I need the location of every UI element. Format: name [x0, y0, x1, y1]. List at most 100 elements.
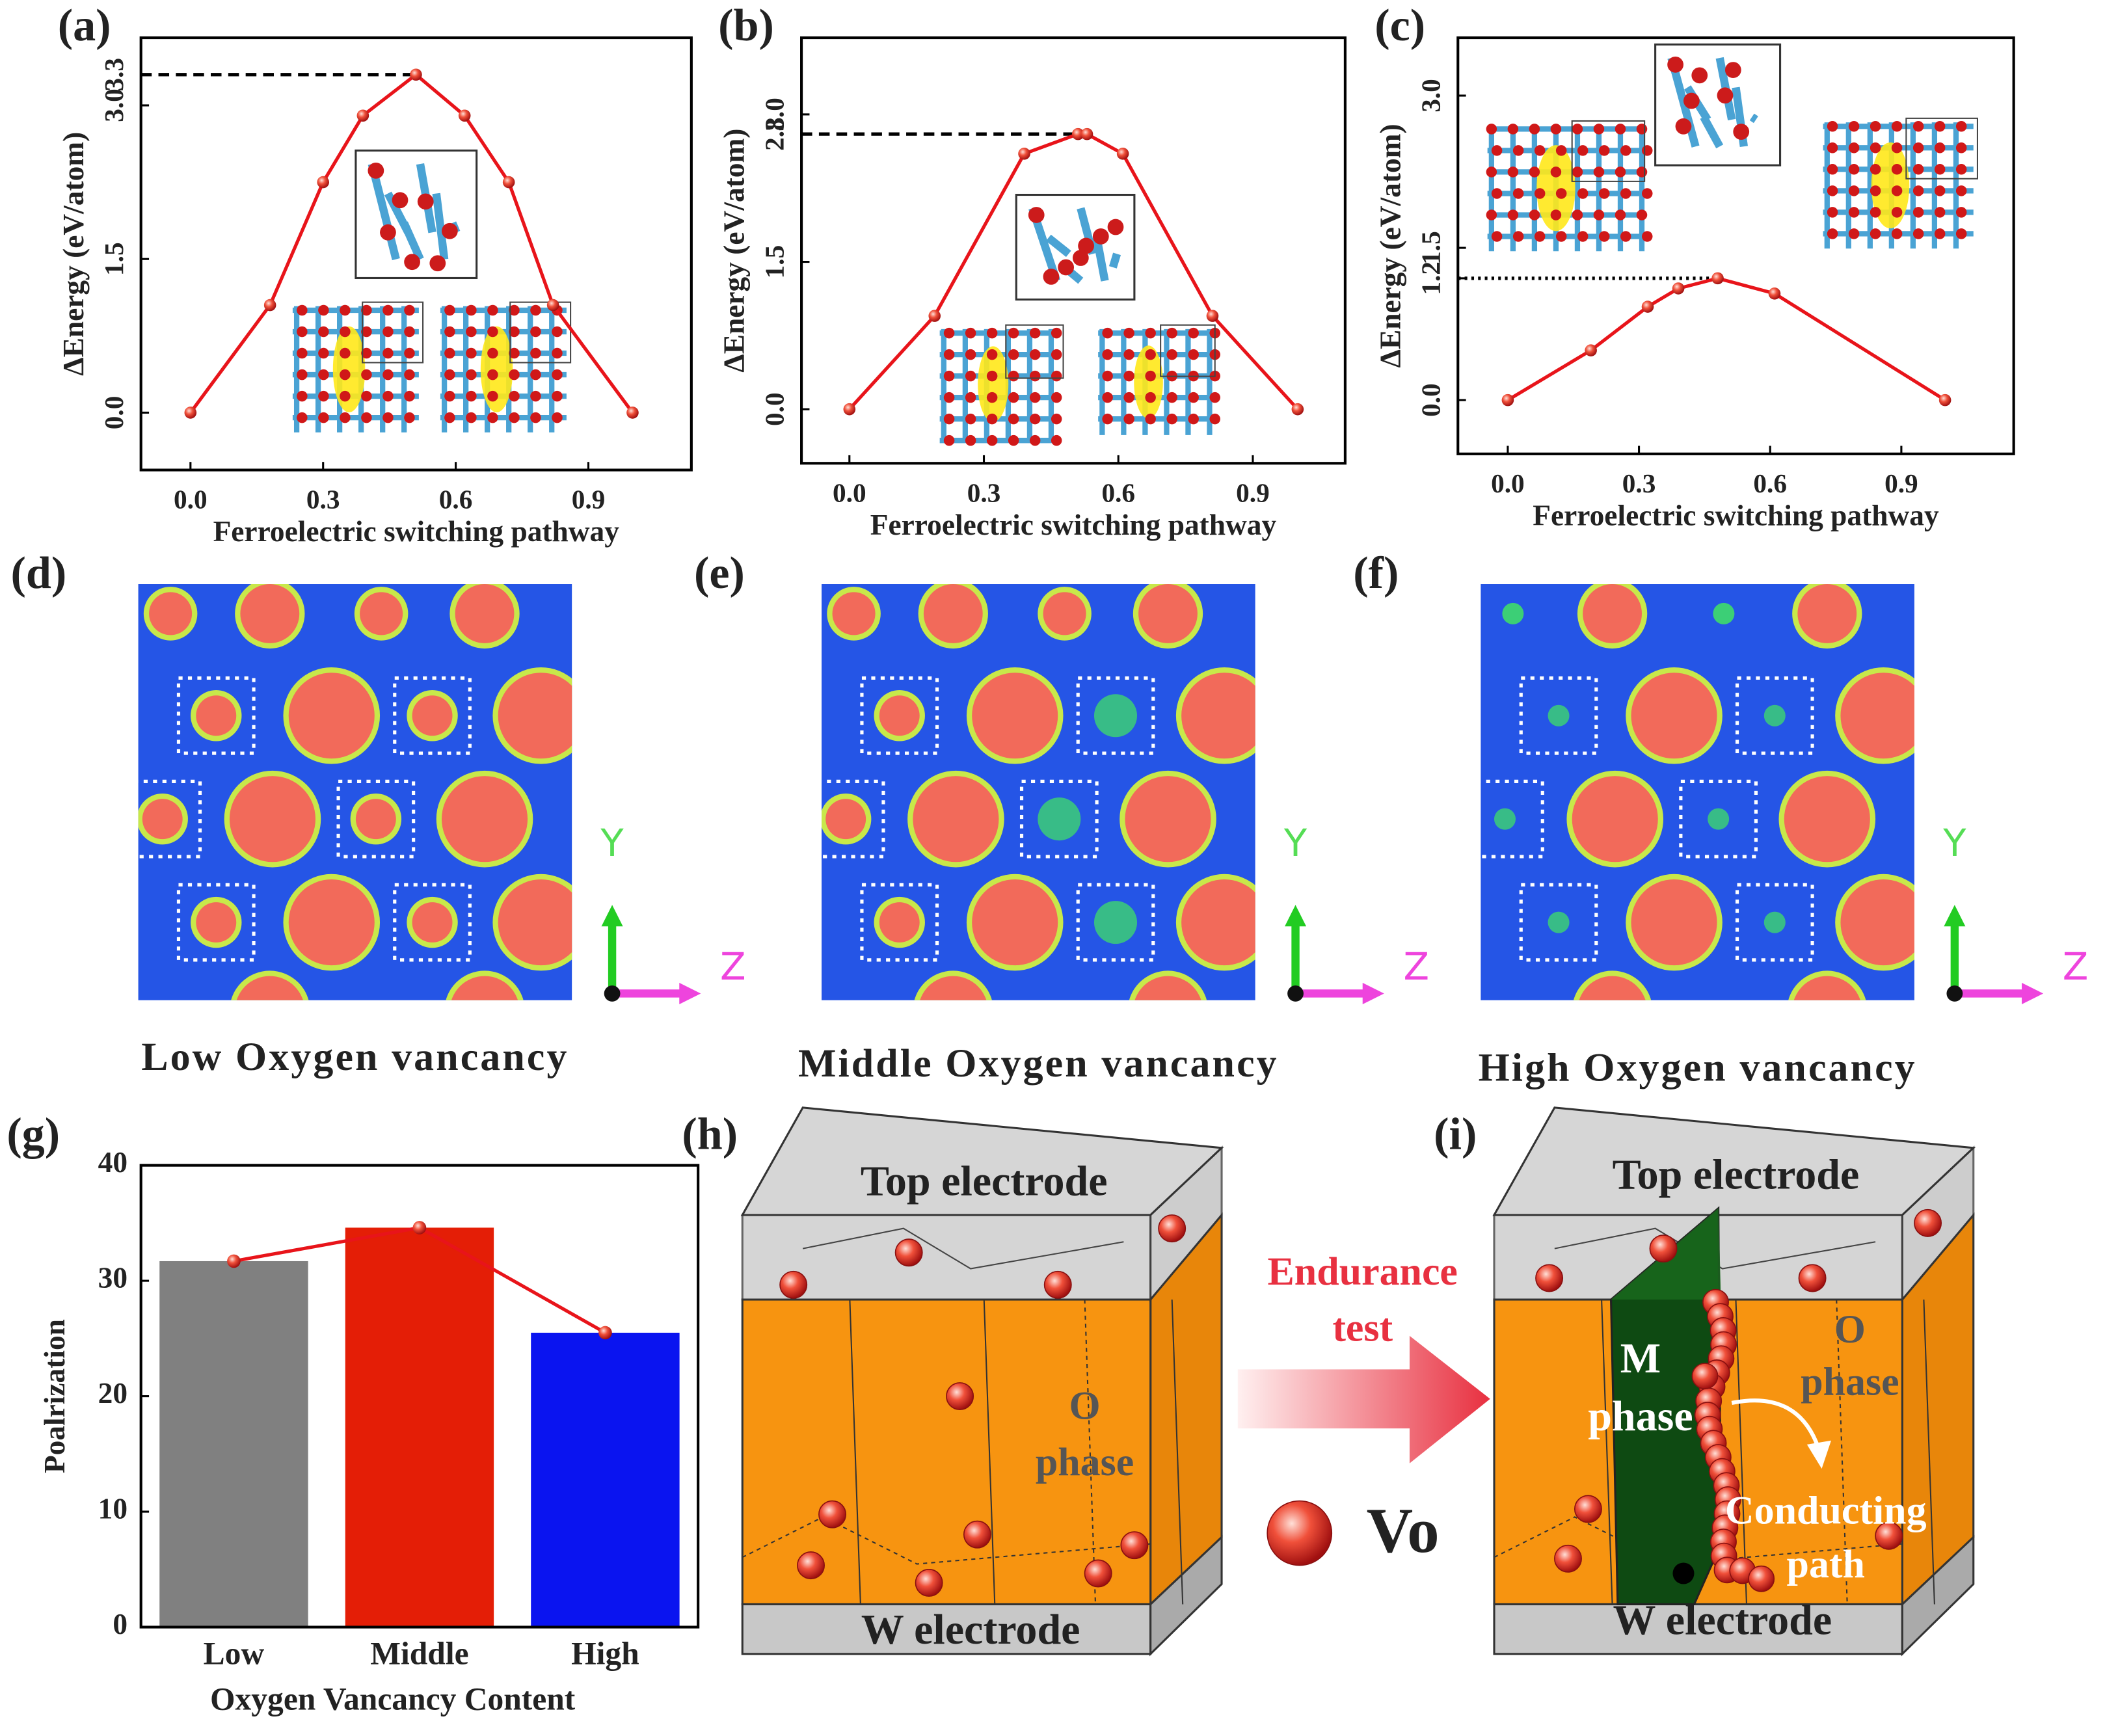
- atom: [1955, 207, 1967, 218]
- atom: [1891, 164, 1903, 175]
- polar-region: [978, 346, 1009, 422]
- atom: [1102, 392, 1113, 403]
- atom: [1912, 207, 1924, 218]
- domain: [412, 695, 453, 736]
- atom: [1848, 185, 1860, 196]
- atom: [1486, 124, 1497, 135]
- panel-label: (a): [58, 0, 111, 51]
- x-tick-label: 0.9: [1884, 468, 1918, 498]
- atom: [1550, 124, 1562, 135]
- atom: [1955, 228, 1967, 239]
- y-tick-label: 1.5: [759, 245, 789, 279]
- domain-green: [1708, 808, 1730, 830]
- y-tick-label: 1.2: [1416, 261, 1446, 295]
- atom: [1620, 188, 1631, 199]
- x-axis-label: Ferroelectric switching pathway: [1533, 499, 1939, 531]
- trend-point: [598, 1326, 612, 1340]
- dotted-box: [1519, 676, 1598, 755]
- atom: [1620, 145, 1631, 156]
- y-tick-label: 30: [98, 1262, 127, 1294]
- atom: [986, 349, 998, 360]
- atom: [1051, 392, 1062, 403]
- atom: [509, 347, 520, 359]
- atom: [1029, 413, 1041, 425]
- domain: [1579, 976, 1646, 1000]
- domain: [240, 584, 300, 643]
- atom: [466, 412, 477, 423]
- atom: [382, 369, 394, 381]
- atom: [404, 326, 415, 338]
- atom: [1043, 269, 1060, 285]
- atom: [487, 390, 498, 402]
- oxygen-vacancy: [779, 1270, 808, 1299]
- axis-name: Y: [1283, 821, 1307, 865]
- domain-green: [1763, 911, 1786, 933]
- y-tick-label: 20: [98, 1377, 127, 1409]
- y-tick-label: 3.0: [1416, 79, 1446, 113]
- oxygen-vacancy: [1084, 1559, 1112, 1588]
- dotted-box: [393, 676, 472, 755]
- atom: [382, 304, 394, 316]
- x-tick-label: 0.0: [1491, 468, 1525, 498]
- atom: [943, 392, 955, 403]
- atom: [1717, 87, 1734, 104]
- y-axis-label: ΔEnergy (eV/atom): [57, 132, 90, 376]
- atom: [1934, 228, 1946, 239]
- atom: [1891, 121, 1903, 132]
- atom: [1102, 349, 1113, 360]
- dotted-box: [1076, 676, 1155, 755]
- oxygen-vacancy: [1798, 1264, 1827, 1292]
- atom: [340, 304, 351, 316]
- atom: [361, 369, 372, 381]
- dotted-box: [1519, 883, 1598, 962]
- atom: [1827, 121, 1838, 132]
- atom: [340, 369, 351, 381]
- atom: [1827, 207, 1838, 218]
- atom: [1145, 413, 1156, 425]
- y-tick-label: 3.0: [99, 88, 129, 122]
- plot-frame: [139, 36, 693, 472]
- atom: [1145, 349, 1156, 360]
- atom: [1934, 185, 1946, 196]
- oxygen-vacancy: [1267, 1500, 1333, 1566]
- y-axis-label: Poalrization: [38, 1319, 71, 1473]
- atom: [1593, 124, 1605, 135]
- atom: [1934, 121, 1946, 132]
- atom: [1827, 185, 1838, 196]
- domain: [142, 799, 183, 840]
- x-tick-label: Middle: [370, 1635, 468, 1671]
- atom: [1107, 219, 1124, 235]
- bottom-electrode-side: [1901, 1534, 1975, 1657]
- atom: [1641, 188, 1653, 199]
- atom: [1934, 164, 1946, 175]
- polar-region: [480, 326, 513, 412]
- y-tick-label: 3.3: [99, 58, 129, 92]
- atom: [1870, 207, 1881, 218]
- domain: [1043, 592, 1086, 635]
- domain: [920, 976, 987, 1000]
- atom: [1145, 370, 1156, 382]
- energy-point: [317, 176, 329, 189]
- dotted-box: [176, 676, 256, 755]
- inset-frame: [1160, 324, 1216, 377]
- atom: [1572, 209, 1583, 220]
- bar: [531, 1332, 680, 1627]
- atom: [1008, 349, 1019, 360]
- electrode-label: Top electrode: [861, 1158, 1108, 1205]
- domain: [498, 879, 572, 966]
- domain-green: [1713, 602, 1735, 624]
- m-phase: [1609, 1206, 1723, 1606]
- phase-label: M: [1620, 1335, 1661, 1382]
- domain-green: [1038, 797, 1081, 841]
- atom: [1166, 349, 1177, 360]
- domain: [455, 584, 515, 643]
- domain: [879, 902, 920, 943]
- atom: [1848, 207, 1860, 218]
- atom: [530, 412, 541, 423]
- y-axis-label: ΔEnergy (eV/atom): [1374, 124, 1407, 367]
- atom: [1529, 124, 1540, 135]
- atom: [466, 304, 477, 316]
- atom: [1512, 231, 1524, 242]
- axis-origin: [604, 985, 621, 1002]
